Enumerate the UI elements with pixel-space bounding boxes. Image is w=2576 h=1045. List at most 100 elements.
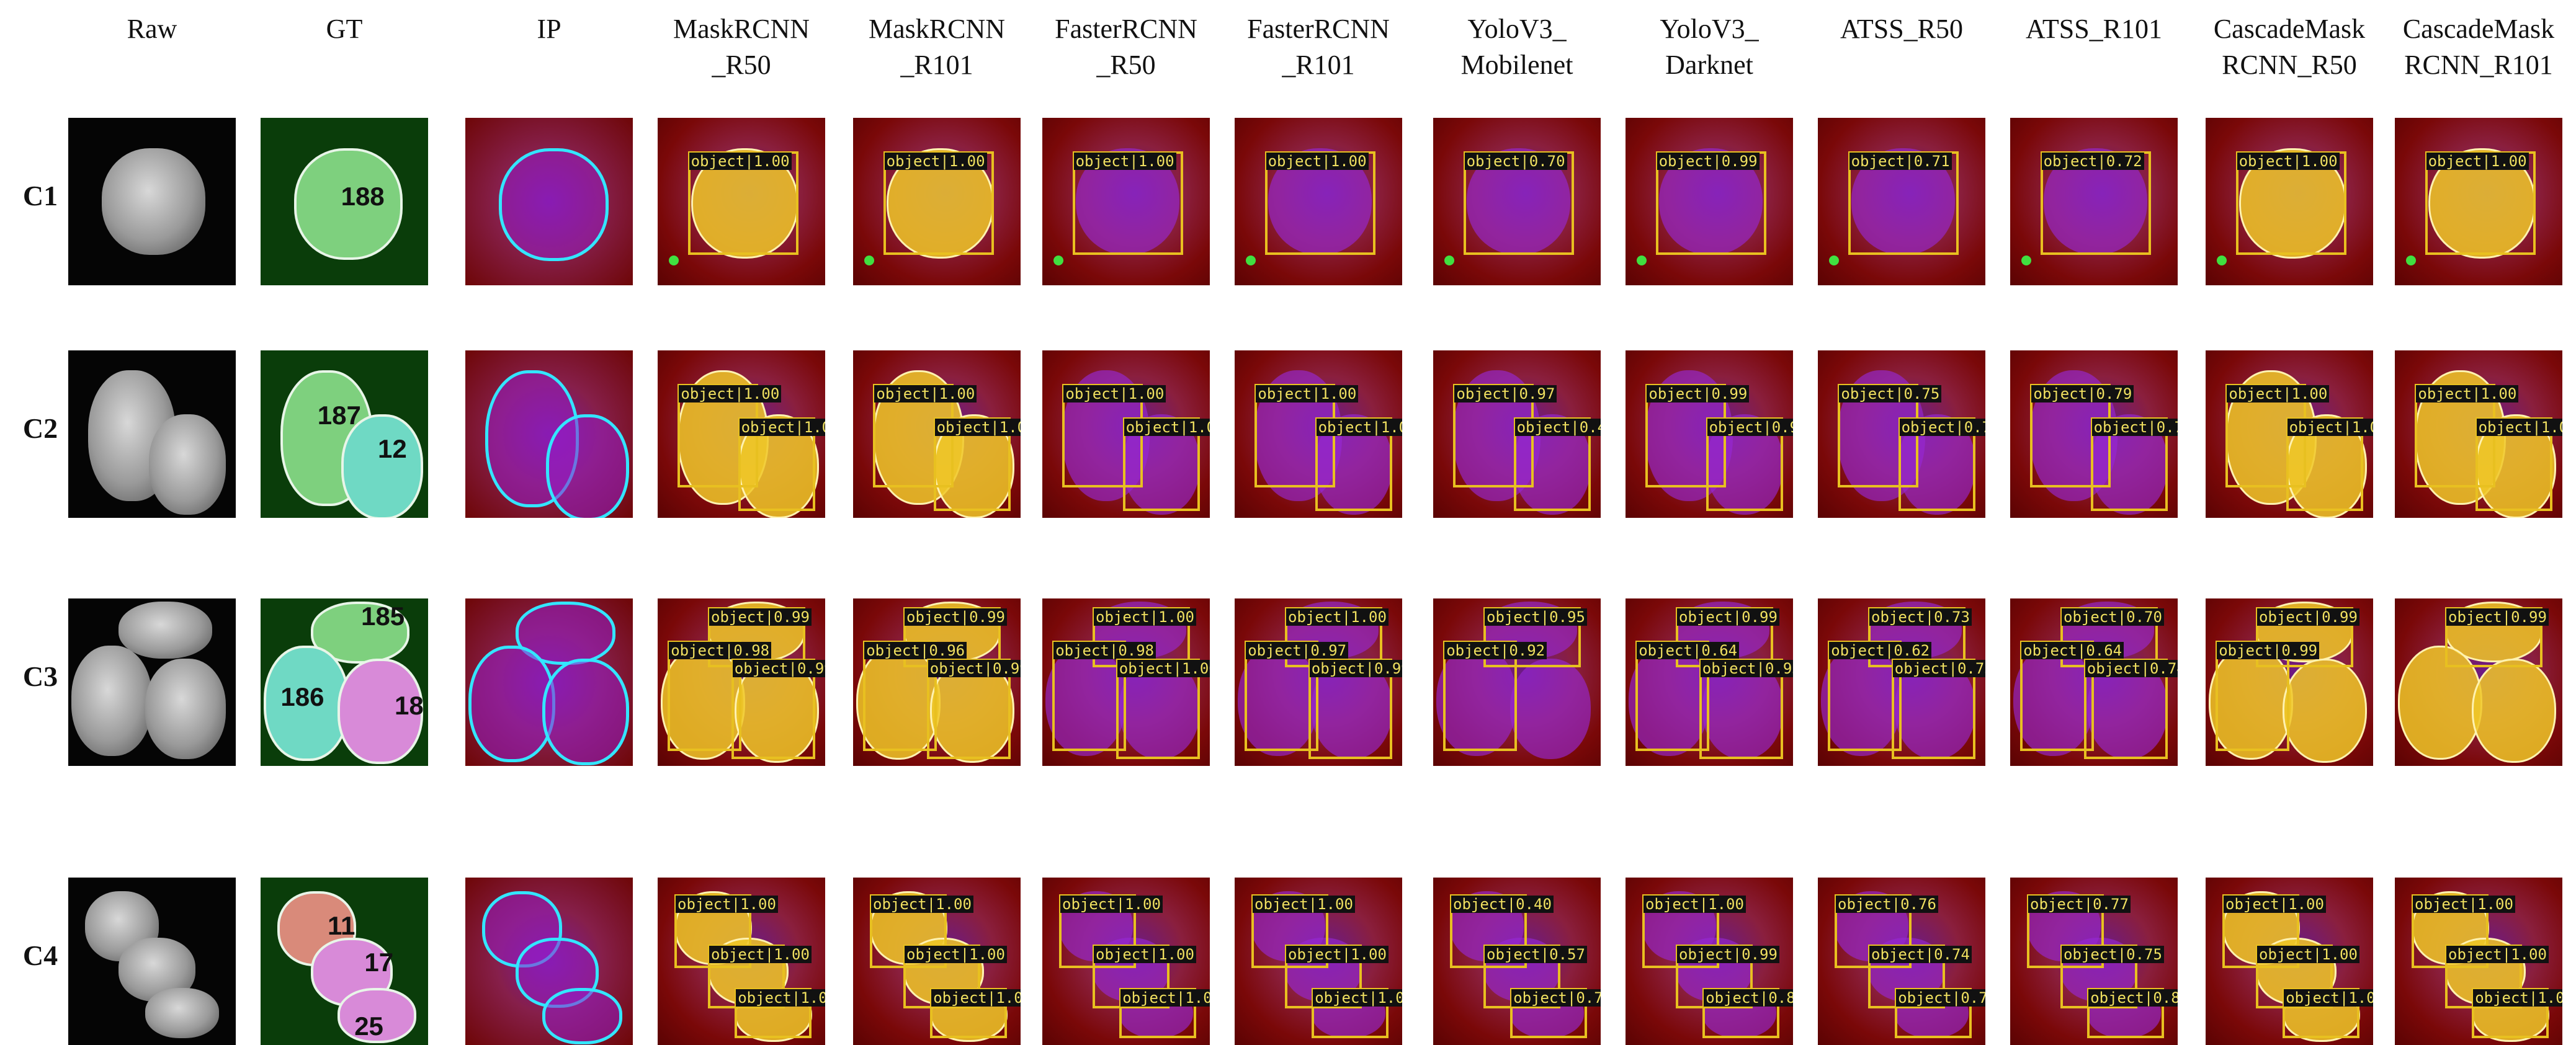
detection-box: object|1.00 [1312, 988, 1402, 1039]
green-marker [1829, 256, 1839, 265]
detection-box: object|1.00 [2286, 417, 2373, 512]
prediction-image: object|0.40 object|0.57 object|0.76 [1433, 878, 1601, 1045]
gt-instance-id: 25 [354, 1012, 383, 1041]
prediction-image: object|0.70 [1433, 118, 1601, 285]
column-header-line1: GT [326, 14, 363, 44]
detection-box: object|1.00 [1116, 659, 1210, 760]
prediction-image: object|0.73 object|0.62 object|0.75 [1818, 598, 1985, 766]
detection-box: object|1.00 [2425, 151, 2536, 256]
column-header: MaskRCNN _R50 [630, 11, 853, 92]
nucleus [71, 645, 152, 756]
detection-box: object|1.00 [674, 894, 778, 968]
detection-score-label: object|0.81 [2088, 989, 2178, 1007]
detection-score-label: object|1.00 [1286, 946, 1389, 963]
detection-score-label: object|1.00 [2237, 153, 2340, 170]
detection-score-label: object|0.62 [1829, 641, 1932, 659]
detection-score-label: object|1.00 [1073, 153, 1176, 170]
detection-score-label: object|0.64 [1637, 641, 1740, 659]
detection-box: object|1.00 [1122, 417, 1210, 512]
detection-box: object|1.00 [2412, 894, 2515, 968]
prediction-image: object|1.00 [1235, 118, 1402, 285]
detection-box: object|1.00 [930, 988, 1021, 1039]
detection-score-label: object|1.00 [1120, 989, 1210, 1007]
detection-score-label: object|1.00 [2476, 419, 2562, 436]
detection-box: object|0.71 [1848, 151, 1959, 256]
column-header: ATSS_R50 [1790, 11, 2013, 92]
green-marker [864, 256, 874, 265]
detection-score-label: object|0.99 [2257, 608, 2359, 626]
detection-box: object|0.70 [2060, 607, 2164, 667]
prediction-image: object|1.00 object|1.00 object|1.00 [1235, 878, 1402, 1045]
detection-box: object|1.00 [2283, 988, 2373, 1039]
detection-box: object|0.40 [1450, 894, 1554, 968]
detection-box: object|1.00 [735, 988, 825, 1039]
column-header-line1: MaskRCNN [673, 14, 810, 44]
detection-score-label: object|0.95 [1485, 608, 1587, 626]
raw-image [68, 118, 236, 285]
column-header-line1: Raw [127, 14, 177, 44]
ip-contour [499, 148, 609, 262]
instance-mask [2398, 645, 2482, 760]
detection-box: object|1.00 [1315, 417, 1402, 512]
detection-score-label: object|0.74 [2085, 660, 2178, 678]
gt-image: 188 [261, 118, 428, 285]
prediction-image: object|1.00 object|0.99 object|0.86 [1626, 878, 1793, 1045]
detection-box: object|1.00 [1264, 151, 1375, 256]
gt-image: 11 17 25 [261, 878, 428, 1045]
detection-score-label: object|1.00 [931, 989, 1021, 1007]
detection-score-label: object|0.77 [2028, 896, 2131, 913]
prediction-image: object|0.71 [1818, 118, 1985, 285]
detection-box: object|1.00 [2235, 151, 2346, 256]
column-header: Raw [40, 11, 264, 92]
ip-contour [545, 414, 629, 518]
column-header-line2: Darknet [1665, 50, 1753, 80]
prediction-image: object|1.00 object|1.00 [853, 350, 1021, 518]
prediction-image: object|0.95 object|0.92 [1433, 598, 1601, 766]
detection-score-label: object|0.70 [2062, 608, 2164, 626]
prediction-image: object|0.99 object|0.96 object|0.99 [853, 598, 1021, 766]
prediction-image: object|1.00 object|0.98 object|1.00 [1042, 598, 1210, 766]
detection-box: object|1.00 [1072, 151, 1183, 256]
column-header: CascadeMask RCNN_R101 [2367, 11, 2576, 92]
detection-score-label: object|1.00 [2227, 385, 2330, 402]
detection-score-label: object|1.00 [739, 419, 825, 436]
nucleus [1629, 645, 1709, 756]
green-marker [2406, 256, 2416, 265]
detection-box: object|1.00 [2475, 417, 2562, 512]
detection-score-label: object|0.64 [2021, 641, 2124, 659]
ip-image [465, 350, 633, 518]
instance-mask [2472, 659, 2556, 763]
prediction-image: object|1.00 [2395, 118, 2562, 285]
detection-box: object|0.98 [1052, 640, 1156, 751]
detection-score-label: object|0.97 [1454, 385, 1557, 402]
detection-score-label: object|0.77 [1896, 989, 1985, 1007]
detection-score-label: object|0.98 [669, 641, 772, 659]
detection-box: object|0.99 [1655, 151, 1766, 256]
detection-box: object|0.98 [668, 640, 772, 751]
gt-instance-id: 186 [280, 682, 324, 711]
detection-box: object|1.00 [1119, 988, 1210, 1039]
detection-score-label: object|1.00 [1117, 660, 1210, 678]
nucleus [1238, 645, 1318, 756]
prediction-image: object|0.76 object|0.74 object|0.77 [1818, 878, 1985, 1045]
prediction-image: object|1.00 object|1.00 object|1.00 [2206, 878, 2373, 1045]
detection-score-label: object|1.00 [709, 946, 812, 963]
column-header: YoloV3_ Darknet [1598, 11, 1821, 92]
column-header-line1: MaskRCNN [868, 14, 1006, 44]
column-header-line1: ATSS_R50 [1840, 14, 1964, 44]
ip-contour [542, 659, 629, 766]
detection-box: object|0.95 [1483, 607, 1587, 667]
detection-score-label: object|1.00 [1124, 419, 1210, 436]
detection-score-label: object|1.00 [1316, 419, 1402, 436]
detection-score-label: object|0.96 [864, 641, 967, 659]
nucleus [119, 602, 213, 659]
detection-score-label: object|1.00 [905, 946, 1007, 963]
prediction-image: object|1.00 object|1.00 [2395, 350, 2562, 518]
detection-score-label: object|0.99 [905, 608, 1007, 626]
row-label: C4 [22, 940, 58, 971]
detection-score-label: object|1.00 [2473, 989, 2562, 1007]
green-marker [2021, 256, 2031, 265]
detection-score-label: object|0.71 [1849, 153, 1952, 170]
detection-score-label: object|0.93 [1700, 660, 1793, 678]
detection-score-label: object|1.00 [2416, 385, 2519, 402]
